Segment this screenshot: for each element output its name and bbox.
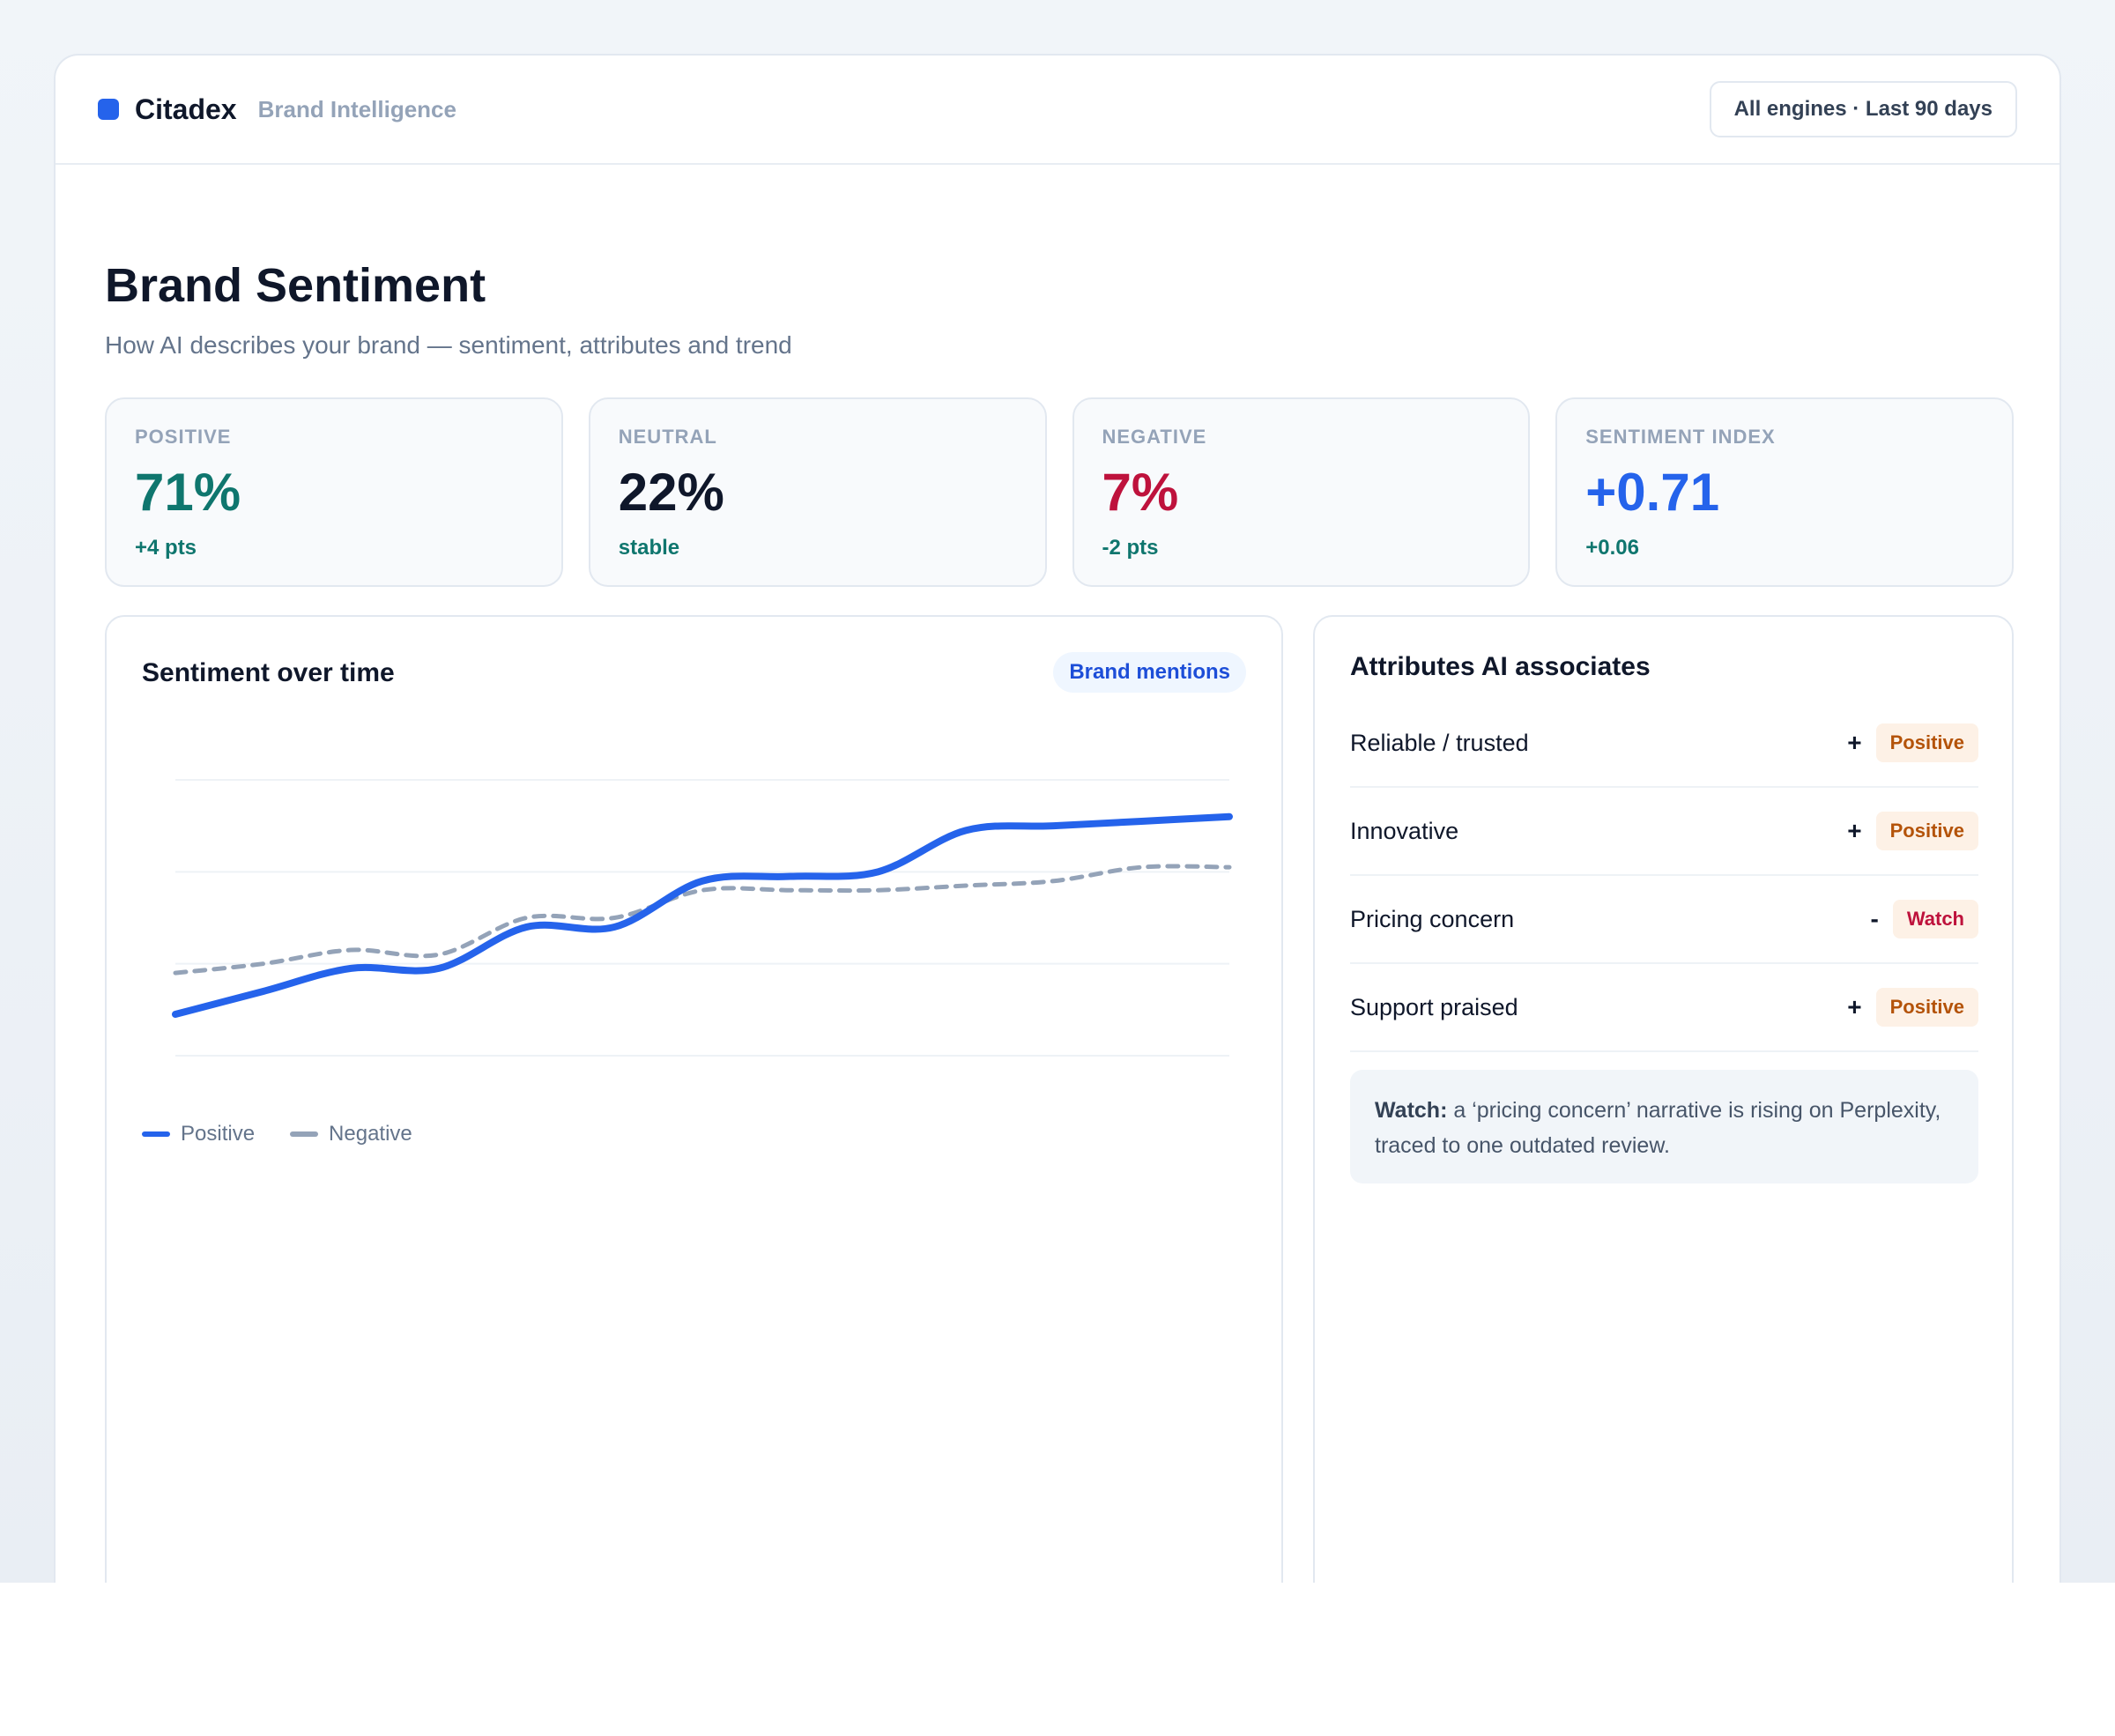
attribute-row[interactable]: Pricing concern - Watch	[1350, 876, 1978, 964]
kpi-delta: stable	[618, 536, 680, 560]
attribute-badge: Watch	[1892, 900, 1978, 938]
attributes-title: Attributes AI associates	[1350, 652, 1651, 681]
legend-item-positive: Positive	[142, 1122, 255, 1146]
legend-item-negative: Negative	[290, 1122, 412, 1146]
attribute-label: Support praised	[1350, 993, 1518, 1020]
kpi-card-positive: POSITIVE 71% +4 pts	[105, 397, 563, 587]
attributes-panel: Attributes AI associates Reliable / trus…	[1313, 615, 2014, 1583]
watch-note-text: a ‘pricing concern’ narrative is rising …	[1375, 1098, 1941, 1158]
legend-label: Negative	[329, 1122, 412, 1146]
attribute-list: Reliable / trusted + Positive Innovative…	[1350, 700, 1978, 1052]
attribute-badge: Positive	[1875, 723, 1978, 762]
legend-label: Positive	[181, 1122, 256, 1146]
attribute-row[interactable]: Reliable / trusted + Positive	[1350, 700, 1978, 788]
page-subtitle: How AI describes your brand — sentiment,…	[105, 331, 792, 359]
attribute-row[interactable]: Innovative + Positive	[1350, 788, 1978, 876]
top-bar: Citadex Brand Intelligence All engines ·…	[56, 56, 2059, 165]
kpi-delta: -2 pts	[1102, 536, 1159, 560]
brand-mentions-pill[interactable]: Brand mentions	[1053, 652, 1246, 693]
attribute-sign: +	[1847, 993, 1862, 1020]
page-title: Brand Sentiment	[105, 259, 486, 312]
series-line-positive	[172, 812, 1233, 1019]
attribute-label: Reliable / trusted	[1350, 729, 1529, 756]
sentiment-chart-panel: Sentiment over time Brand mentions Posit…	[105, 615, 1283, 1583]
watch-note-label: Watch:	[1375, 1098, 1448, 1123]
watch-note: Watch: a ‘pricing concern’ narrative is …	[1350, 1070, 1978, 1183]
kpi-label: SENTIMENT INDEX	[1585, 426, 1776, 448]
section-name: Brand Intelligence	[257, 95, 456, 122]
sentiment-line-chart	[172, 779, 1233, 1057]
attribute-badge: Positive	[1875, 988, 1978, 1027]
kpi-card-neutral: NEUTRAL 22% stable	[588, 397, 1047, 587]
legend-swatch-positive	[142, 1131, 170, 1137]
legend-swatch-negative	[290, 1131, 319, 1137]
kpi-card-negative: NEGATIVE 7% -2 pts	[1072, 397, 1531, 587]
range-filter-button[interactable]: All engines · Last 90 days	[1709, 81, 2017, 137]
attribute-label: Pricing concern	[1350, 905, 1515, 932]
kpi-value: +0.71	[1585, 463, 1720, 522]
kpi-delta: +0.06	[1585, 536, 1639, 560]
kpi-value: 7%	[1102, 463, 1179, 522]
kpi-delta: +4 pts	[135, 536, 197, 560]
kpi-value: 22%	[618, 463, 724, 522]
attribute-sign: +	[1847, 817, 1862, 844]
chart-legend: Positive Negative	[142, 1122, 412, 1146]
attribute-sign: -	[1870, 905, 1879, 932]
attribute-label: Innovative	[1350, 817, 1459, 844]
kpi-label: NEGATIVE	[1102, 426, 1207, 448]
kpi-value: 71%	[135, 463, 241, 522]
kpi-card-sentiment-index: SENTIMENT INDEX +0.71 +0.06	[1555, 397, 2014, 587]
kpi-label: POSITIVE	[135, 426, 232, 448]
attribute-sign: +	[1847, 729, 1862, 756]
kpi-label: NEUTRAL	[618, 426, 717, 448]
chart-title: Sentiment over time	[142, 658, 395, 687]
app-window: Citadex Brand Intelligence All engines ·…	[54, 54, 2061, 1583]
attribute-row[interactable]: Support praised + Positive	[1350, 964, 1978, 1052]
attribute-badge: Positive	[1875, 812, 1978, 850]
kpi-row: POSITIVE 71% +4 pts NEUTRAL 22% stable N…	[105, 397, 2014, 587]
series-line-negative	[173, 864, 1232, 976]
app-name: Citadex	[135, 93, 237, 125]
logo-icon	[98, 99, 119, 120]
